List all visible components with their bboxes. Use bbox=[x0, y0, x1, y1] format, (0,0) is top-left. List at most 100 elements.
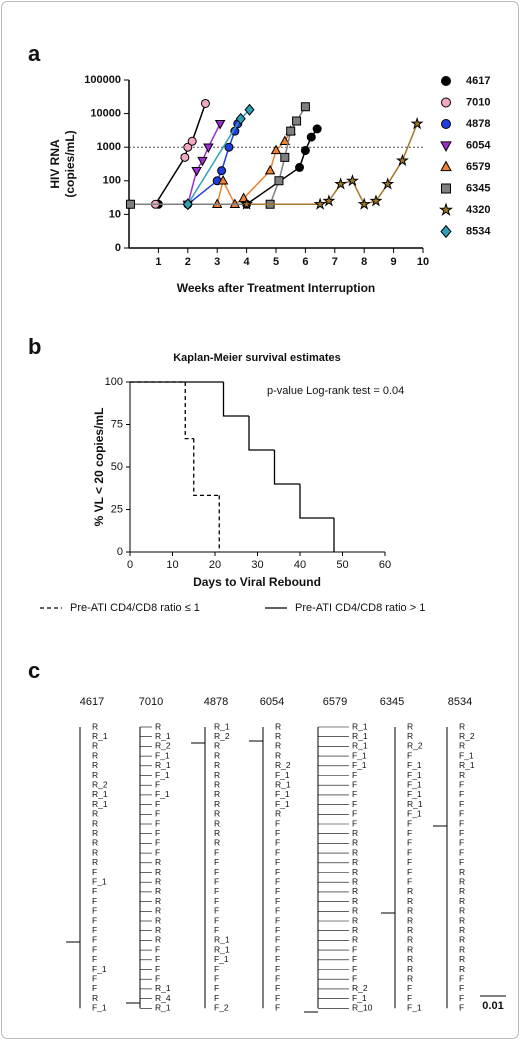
leaf-label: F bbox=[459, 838, 464, 848]
leaf-label: F bbox=[214, 993, 219, 1003]
leaf-label: R bbox=[155, 915, 161, 925]
leaf-label: R_1 bbox=[155, 983, 171, 993]
leaf-label: F bbox=[275, 828, 280, 838]
leaf-label: F bbox=[407, 876, 412, 886]
leaf-label: R_1 bbox=[214, 944, 230, 954]
x-tick-label: 60 bbox=[379, 559, 391, 571]
leaf-label: F_1 bbox=[352, 750, 367, 760]
leaf-label: R bbox=[407, 964, 413, 974]
marker bbox=[313, 197, 327, 210]
x-tick-label: 6 bbox=[302, 256, 308, 268]
leaf-label: F bbox=[459, 1003, 464, 1013]
leaf-label: R bbox=[459, 867, 465, 877]
marker bbox=[203, 143, 214, 154]
leaf-label: R bbox=[407, 886, 413, 896]
step-segment bbox=[248, 416, 275, 451]
leaf-label: R bbox=[352, 925, 358, 935]
marker bbox=[381, 177, 395, 190]
leaf-label: F bbox=[92, 925, 97, 935]
marker bbox=[369, 194, 383, 207]
leaf-label: F_1 bbox=[275, 770, 290, 780]
leaf-label: F bbox=[352, 779, 357, 789]
legend-label: 7010 bbox=[466, 96, 490, 108]
x-tick-label: 50 bbox=[336, 559, 348, 571]
leaf-label: F_1 bbox=[275, 799, 290, 809]
marker bbox=[240, 197, 254, 210]
leaf-label: R bbox=[407, 973, 413, 983]
leaf-label: R bbox=[214, 760, 220, 770]
tree-name: 8534 bbox=[448, 696, 472, 708]
marker bbox=[440, 224, 452, 239]
leaf-label: R bbox=[459, 915, 465, 925]
leaf-label: R bbox=[407, 906, 413, 916]
leaf-label: R bbox=[92, 838, 98, 848]
leaf-label: R_1 bbox=[214, 935, 230, 945]
leaf-label: R bbox=[459, 770, 465, 780]
leaf-label: R bbox=[214, 828, 220, 838]
leaf-label: R bbox=[352, 876, 358, 886]
leaf-label: F bbox=[275, 886, 280, 896]
tree-name: 6345 bbox=[380, 696, 404, 708]
leaf-label: R_1 bbox=[92, 799, 108, 809]
marker bbox=[312, 124, 322, 134]
leaf-label: R bbox=[407, 731, 413, 741]
y-axis-label: HIV RNA bbox=[48, 139, 62, 189]
leaf-label: R bbox=[214, 799, 220, 809]
x-tick-label: 3 bbox=[214, 256, 220, 268]
leaf-label: F bbox=[407, 818, 412, 828]
leaf-label: F bbox=[459, 993, 464, 1003]
marker bbox=[214, 120, 226, 130]
leaf-label: F bbox=[459, 789, 464, 799]
leaf-label: R bbox=[214, 818, 220, 828]
marker bbox=[410, 116, 424, 130]
x-tick-label: 8 bbox=[361, 256, 367, 268]
leaf-label: F_1 bbox=[92, 1003, 107, 1013]
leaf-label: F bbox=[459, 973, 464, 983]
leaf-label: F bbox=[275, 1003, 280, 1013]
leaf-label: F bbox=[92, 944, 97, 954]
leaf-label: F bbox=[92, 954, 97, 964]
tree-name: 4617 bbox=[80, 696, 104, 708]
leaf-label: R bbox=[352, 896, 358, 906]
leaf-label: R_1 bbox=[155, 731, 171, 741]
leaf-label: F bbox=[459, 799, 464, 809]
leaf-label: F bbox=[155, 799, 160, 809]
x-tick-label: 1 bbox=[155, 256, 161, 268]
leaf-label: F bbox=[275, 935, 280, 945]
marker bbox=[441, 183, 451, 194]
leaf-label: R bbox=[407, 896, 413, 906]
marker bbox=[191, 166, 202, 177]
leaf-label: F bbox=[214, 896, 219, 906]
leaf-label: R_2 bbox=[275, 760, 291, 770]
tree-name: 6054 bbox=[260, 696, 284, 708]
marker bbox=[187, 136, 197, 146]
leaf-label: F bbox=[352, 770, 357, 780]
leaf-label: F bbox=[155, 847, 160, 857]
leaf-label: F bbox=[407, 867, 412, 877]
legend-label: 4878 bbox=[466, 118, 490, 130]
marker bbox=[197, 156, 208, 167]
leaf-label: F bbox=[92, 983, 97, 993]
leaf-label: F_1 bbox=[352, 993, 367, 1003]
step-segment bbox=[184, 382, 194, 440]
y-tick-label: 100 bbox=[105, 376, 123, 388]
leaf-label: R bbox=[92, 770, 98, 780]
leaf-label: R bbox=[155, 721, 161, 731]
step-segment bbox=[299, 484, 334, 519]
y-tick-label: 0 bbox=[117, 546, 123, 558]
leaf-label: F bbox=[275, 925, 280, 935]
leaf-label: R_1 bbox=[352, 731, 368, 741]
y-tick-label: 10000 bbox=[90, 108, 121, 120]
marker bbox=[440, 141, 452, 152]
leaf-label: F bbox=[407, 983, 412, 993]
legend-label: 6054 bbox=[466, 139, 491, 151]
leaf-label: F_1 bbox=[459, 750, 474, 760]
chart-title: Kaplan-Meier survival estimates bbox=[173, 352, 341, 364]
leaf-label: F bbox=[275, 993, 280, 1003]
leaf-label: R_1 bbox=[459, 760, 475, 770]
leaf-label: R bbox=[214, 750, 220, 760]
leaf-label: F bbox=[214, 983, 219, 993]
leaf-label: F bbox=[275, 818, 280, 828]
marker bbox=[244, 103, 255, 116]
leaf-label: R bbox=[214, 789, 220, 799]
